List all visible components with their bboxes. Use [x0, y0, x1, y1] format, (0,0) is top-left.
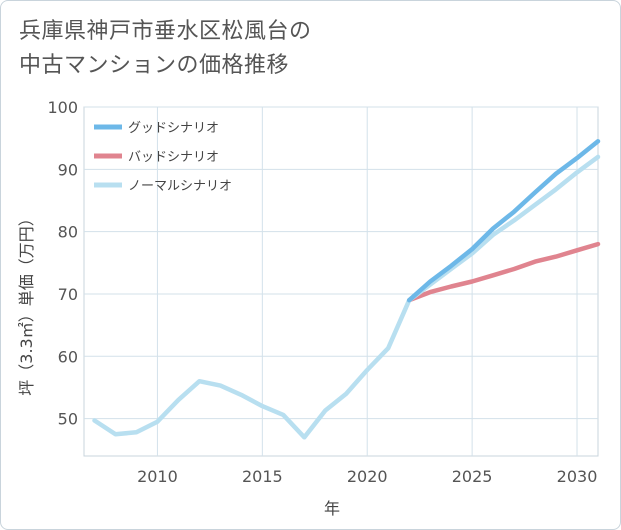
x-axis-label: 年 [324, 499, 340, 518]
y-tick-label: 60 [58, 347, 78, 366]
y-tick-label: 90 [58, 160, 78, 179]
legend-label: グッドシナリオ [128, 121, 219, 136]
y-tick-label: 70 [58, 285, 78, 304]
x-axis-ticks: 2010 2015 2020 2025 2030 [137, 467, 597, 486]
y-tick-label: 100 [47, 98, 78, 117]
y-tick-label: 50 [58, 410, 78, 429]
x-tick-label: 2015 [242, 467, 283, 486]
y-tick-label: 80 [58, 223, 78, 242]
series-lines [92, 139, 601, 440]
chart-title-line-1: 兵庫県神戸市垂水区松風台の [19, 19, 312, 44]
chart-title: 兵庫県神戸市垂水区松風台の 中古マンションの価格推移 [19, 15, 312, 83]
x-tick-label: 2025 [452, 467, 493, 486]
legend-label: ノーマルシナリオ [128, 179, 232, 194]
series-line-0 [406, 139, 601, 303]
y-axis-ticks: 50 60 70 80 90 100 [47, 98, 78, 429]
x-tick-label: 2020 [347, 467, 388, 486]
x-tick-label: 2010 [137, 467, 178, 486]
chart-title-line-2: 中古マンションの価格推移 [19, 53, 290, 78]
y-axis-label: 坪（3.3㎡）単価（万円） [17, 210, 36, 395]
x-tick-label: 2030 [557, 467, 598, 486]
legend-label: バッドシナリオ [128, 150, 219, 165]
series-line-1 [406, 241, 601, 303]
series-line-2 [92, 154, 601, 440]
